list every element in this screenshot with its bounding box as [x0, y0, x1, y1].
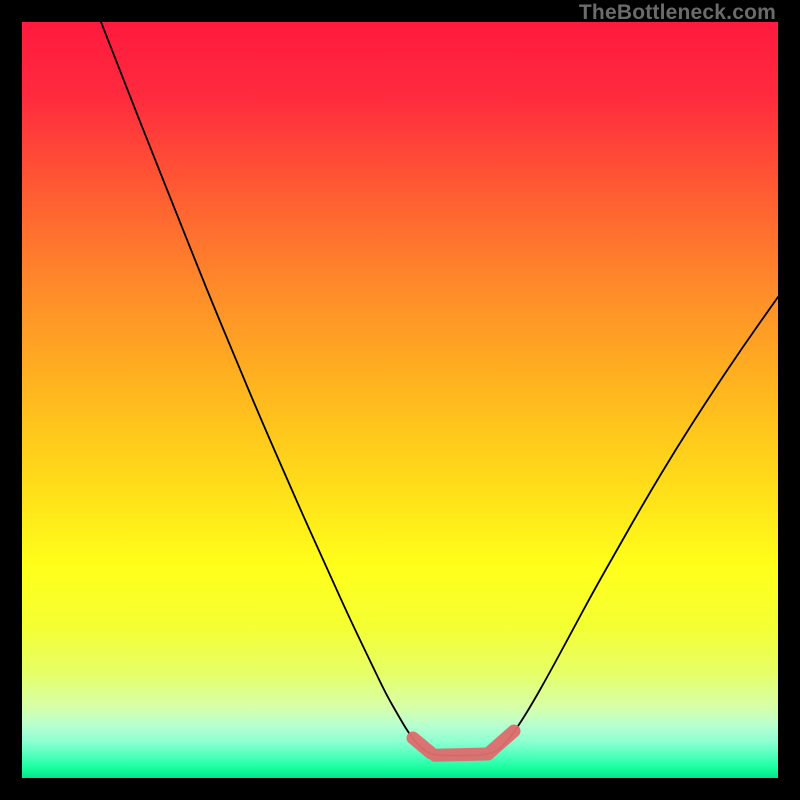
overlay-segment — [489, 731, 514, 753]
plot-area — [22, 22, 778, 778]
curve-layer — [22, 22, 778, 778]
overlay-segment — [413, 738, 431, 753]
bottleneck-curve — [101, 22, 778, 756]
overlay-highlight — [413, 731, 514, 755]
chart-frame: TheBottleneck.com — [0, 0, 800, 800]
overlay-segment — [435, 754, 488, 755]
watermark-text: TheBottleneck.com — [579, 1, 776, 25]
